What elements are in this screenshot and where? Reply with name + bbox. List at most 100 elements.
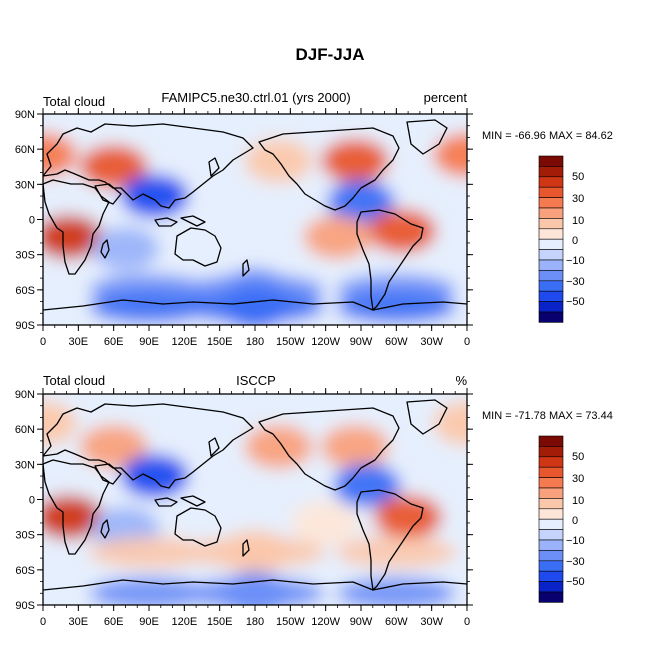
- y-tick-label: 30S: [15, 250, 35, 262]
- x-tick-label: 0: [464, 616, 470, 628]
- y-tick-label: 0: [29, 495, 35, 507]
- field-region: [91, 226, 160, 271]
- panel2-axes: 0 30E 60E 90E 120E 150E 180 150W 120W 90W 60W 30W 09…: [15, 388, 473, 628]
- colorbar-swatch: [538, 166, 564, 178]
- y-tick-label: 30S: [15, 530, 35, 542]
- cbar1-label: 50: [572, 171, 584, 183]
- cbar1-label: −50: [566, 296, 585, 308]
- colorbar-swatch: [538, 435, 564, 447]
- x-tick-label: 60W: [385, 336, 408, 348]
- panel1-units: percent: [424, 90, 468, 105]
- colorbar-swatch: [538, 259, 564, 271]
- field-region: [43, 495, 103, 540]
- field-region: [120, 174, 189, 219]
- panel2-colorbar: 50 30 10 0 −10 −30 −50: [538, 435, 585, 603]
- panel1-colorbar: 50 30 10 0 −10 −30 −50: [538, 155, 585, 323]
- x-tick-label: 30W: [420, 336, 443, 348]
- field-region: [374, 495, 443, 540]
- colorbar-swatch: [538, 477, 564, 489]
- field-region: [291, 500, 360, 545]
- colorbar-swatch: [538, 228, 564, 240]
- colorbar-swatch: [538, 155, 564, 167]
- field-region: [321, 424, 390, 469]
- cbar2-label: −30: [566, 556, 585, 568]
- x-tick-label: 120W: [311, 336, 340, 348]
- y-tick-label: 90S: [15, 320, 35, 332]
- x-tick-label: 120E: [171, 336, 197, 348]
- colorbar-swatch: [538, 197, 564, 209]
- field-region: [244, 424, 313, 469]
- colorbar-swatch: [538, 456, 564, 468]
- cbar2-label: −10: [566, 535, 585, 547]
- x-tick-label: 90W: [350, 616, 373, 628]
- cbar2-label: 0: [572, 515, 578, 527]
- cbar1-label: −30: [566, 276, 585, 288]
- cbar2-label: 30: [572, 473, 584, 485]
- x-tick-label: 0: [40, 616, 46, 628]
- y-tick-label: 60S: [15, 285, 35, 297]
- field-region: [79, 424, 148, 469]
- panel2-units: %: [455, 373, 467, 388]
- x-tick-label: 30E: [69, 336, 89, 348]
- figure-title: DJF-JJA: [296, 45, 365, 64]
- panel1-colorbar-labels: 50 30 10 0 −10 −30 −50: [566, 171, 585, 308]
- colorbar-swatch: [538, 591, 564, 603]
- colorbar-swatch: [538, 280, 564, 292]
- x-tick-label: 180: [246, 616, 264, 628]
- x-tick-label: 150W: [276, 616, 305, 628]
- panel2-contour-field: [43, 394, 467, 605]
- x-tick-label: 0: [40, 336, 46, 348]
- x-tick-label: 0: [464, 336, 470, 348]
- cbar2-label: −50: [566, 576, 585, 588]
- field-region: [43, 215, 103, 260]
- field-region: [368, 209, 437, 254]
- y-tick-label: 60N: [15, 424, 35, 436]
- field-region: [79, 144, 148, 189]
- colorbar-swatch: [538, 446, 564, 458]
- panel2-stats: MIN = -71.78 MAX = 73.44: [482, 410, 613, 422]
- colorbar-swatch: [538, 290, 564, 302]
- x-tick-label: 150E: [207, 616, 233, 628]
- panel1-title: FAMIPC5.ne30.ctrl.01 (yrs 2000): [161, 90, 350, 105]
- panel1-coastlines: [43, 119, 467, 311]
- x-tick-label: 60E: [104, 336, 124, 348]
- y-tick-label: 90N: [15, 109, 35, 121]
- field-region: [327, 179, 395, 224]
- x-tick-label: 150E: [207, 336, 233, 348]
- y-tick-label: 30N: [15, 459, 35, 471]
- panel1-variable-label: Total cloud: [43, 94, 105, 109]
- y-tick-label: 60S: [15, 565, 35, 577]
- colorbar-swatch: [538, 301, 564, 313]
- cbar2-label: 10: [572, 495, 584, 507]
- colorbar-swatch: [538, 487, 564, 499]
- colorbar-swatch: [538, 466, 564, 478]
- panel-observations: Total cloud ISCCP % MIN = -71.78 MAX = 7…: [15, 373, 613, 628]
- colorbar-swatch: [538, 498, 564, 510]
- x-tick-label: 120E: [171, 616, 197, 628]
- colorbar-swatch: [538, 550, 564, 562]
- panel1-contour-field: [43, 114, 467, 325]
- x-tick-label: 30W: [420, 616, 443, 628]
- panel1-axes: 0 30E 60E 90E 120E 150E 180 150W 120W 90W 60W 30W 09…: [15, 108, 473, 348]
- x-tick-label: 150W: [276, 336, 305, 348]
- colorbar-swatch: [538, 176, 564, 188]
- colorbar-swatch: [538, 218, 564, 230]
- y-tick-label: 90N: [15, 389, 35, 401]
- cbar2-label: 50: [572, 451, 584, 463]
- colorbar-swatch: [538, 270, 564, 282]
- field-region: [89, 285, 457, 325]
- x-tick-label: 90E: [139, 616, 159, 628]
- cbar1-label: 0: [572, 235, 578, 247]
- colorbar-swatch: [538, 581, 564, 593]
- colorbar-swatch: [538, 207, 564, 219]
- cbar1-label: −10: [566, 255, 585, 267]
- panel2-coastlines: [43, 399, 467, 591]
- panel2-variable-label: Total cloud: [43, 373, 105, 388]
- x-tick-label: 60W: [385, 616, 408, 628]
- x-tick-label: 180: [246, 336, 264, 348]
- colorbar-swatch: [538, 311, 564, 323]
- field-region: [321, 138, 390, 183]
- x-tick-label: 30E: [69, 616, 89, 628]
- field-region: [120, 454, 189, 499]
- x-tick-label: 90E: [139, 336, 159, 348]
